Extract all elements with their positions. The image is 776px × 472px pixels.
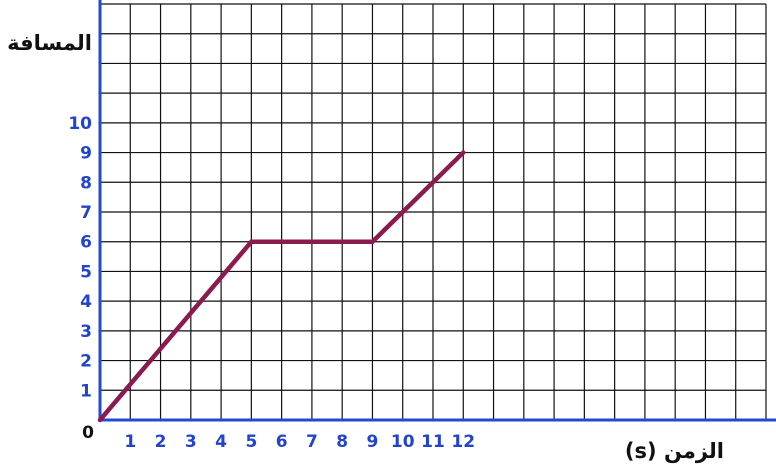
y-tick-label: 6 [80, 233, 92, 253]
y-tick-label: 7 [80, 203, 92, 223]
x-tick-label: 9 [367, 432, 379, 452]
x-tick-label: 10 [391, 432, 415, 452]
y-tick-label: 8 [80, 173, 92, 193]
y-tick-label: 3 [80, 322, 92, 342]
x-tick-label: 3 [185, 432, 197, 452]
x-tick-label: 11 [421, 432, 445, 452]
x-axis-title: الزمن (s) [625, 439, 724, 463]
series-layer [97, 150, 466, 423]
y-axis-title: المسافة [7, 31, 92, 55]
x-tick-label: 5 [245, 432, 257, 452]
x-tick-label: 6 [276, 432, 288, 452]
x-tick-label: 7 [306, 432, 318, 452]
x-tick-label: 8 [336, 432, 348, 452]
grid-lines [100, 3, 767, 420]
x-tick-label: 4 [215, 432, 227, 452]
origin-label: 0 [82, 423, 94, 443]
x-tick-label: 1 [124, 432, 136, 452]
series-line [97, 150, 466, 423]
y-tick-label: 2 [80, 352, 92, 372]
x-tick-label: 2 [155, 432, 167, 452]
y-tick-label: 9 [80, 144, 92, 164]
y-tick-label: 5 [80, 262, 92, 282]
y-tick-label: 1 [80, 381, 92, 401]
axes [98, 0, 776, 422]
y-tick-label: 4 [80, 292, 92, 312]
y-tick-label: 10 [68, 114, 92, 134]
x-tick-label: 12 [451, 432, 475, 452]
